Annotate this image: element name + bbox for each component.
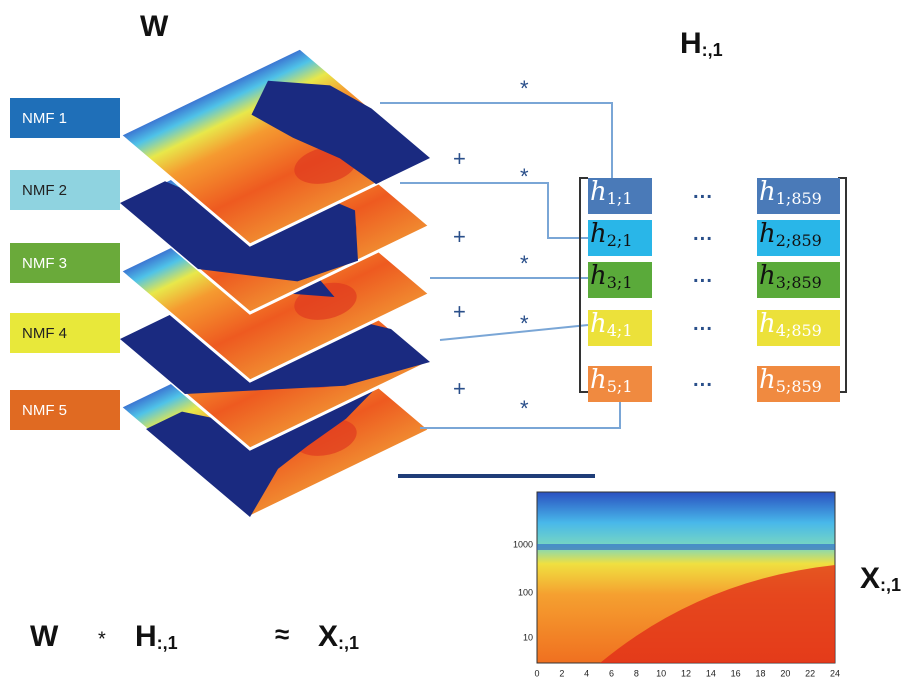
nmf-label: NMF 3 <box>22 255 67 272</box>
h-entry-main: h <box>590 261 607 291</box>
formula-approx: ≈ <box>275 619 289 649</box>
x-title: X:,1 <box>860 562 901 595</box>
h-entry-main: h <box>759 219 776 249</box>
h-entry-sub: 4;859 <box>776 321 822 340</box>
heatmap-band <box>537 544 835 550</box>
h-entry-sub: 4;1 <box>607 321 633 340</box>
formula-w: W <box>30 620 59 653</box>
h-entry-sub: 2;1 <box>607 231 633 250</box>
nmf-label: NMF 4 <box>22 325 67 342</box>
x-tick-label: 8 <box>634 668 639 678</box>
connector <box>440 325 588 340</box>
x-tick-label: 4 <box>584 668 589 678</box>
h-entry-main: h <box>590 219 607 249</box>
h-title: H:,1 <box>680 27 723 60</box>
ellipsis: ··· <box>693 228 713 250</box>
formula-op: * <box>98 628 106 650</box>
formula-x-sub: :,1 <box>338 633 359 653</box>
h-entry-main: h <box>759 177 776 207</box>
formula-x: X:,1 <box>318 620 359 653</box>
multiply-sign: * <box>520 76 529 101</box>
nmf-label: NMF 2 <box>22 182 67 199</box>
y-tick-label: 100 <box>518 587 533 597</box>
multiply-sign: * <box>520 164 529 189</box>
plus-sign: + <box>453 146 466 171</box>
x-tick-label: 16 <box>731 668 741 678</box>
h-entry-sub: 5;859 <box>776 377 822 396</box>
connector <box>400 183 588 238</box>
y-tick-label: 10 <box>523 632 533 642</box>
x-tick-label: 2 <box>559 668 564 678</box>
plus-sign: + <box>453 376 466 401</box>
x-tick-label: 24 <box>830 668 840 678</box>
nmf-label: NMF 1 <box>22 110 67 127</box>
formula-h-main: H <box>135 620 157 653</box>
w-title: W <box>140 10 169 43</box>
bracket-left <box>580 178 588 392</box>
multiply-sign: * <box>520 311 529 336</box>
h-title-sub: :,1 <box>702 40 723 60</box>
x-tick-label: 12 <box>681 668 691 678</box>
formula-x-main: X <box>318 620 338 653</box>
ellipsis: ··· <box>693 374 713 396</box>
multiply-sign: * <box>520 396 529 421</box>
plus-sign: + <box>453 299 466 324</box>
diagram: NMF 1NMF 2NMF 3NMF 4NMF 5*****++++h1;1··… <box>0 0 917 682</box>
ellipsis: ··· <box>693 270 713 292</box>
h-entry-main: h <box>759 261 776 291</box>
x-title-sub: :,1 <box>880 575 901 595</box>
h-entry-sub: 2;859 <box>776 231 822 250</box>
h-title-main: H <box>680 27 702 60</box>
x-tick-label: 10 <box>656 668 666 678</box>
multiply-sign: * <box>520 251 529 276</box>
h-entry-sub: 1;1 <box>607 189 633 208</box>
h-entry-main: h <box>590 309 607 339</box>
x-tick-label: 0 <box>534 668 539 678</box>
x-tick-label: 6 <box>609 668 614 678</box>
x-tick-label: 14 <box>706 668 716 678</box>
formula-h: H:,1 <box>135 620 178 653</box>
h-entry-sub: 3;859 <box>776 273 822 292</box>
h-entry-main: h <box>759 365 776 395</box>
h-entry-main: h <box>759 309 776 339</box>
nmf-label: NMF 5 <box>22 402 67 419</box>
x-tick-label: 20 <box>780 668 790 678</box>
h-entry-main: h <box>590 177 607 207</box>
h-entry-sub: 1;859 <box>776 189 822 208</box>
ellipsis: ··· <box>693 318 713 340</box>
plus-sign: + <box>453 224 466 249</box>
y-tick-label: 1000 <box>513 539 533 549</box>
x-title-main: X <box>860 562 880 595</box>
x-tick-label: 18 <box>755 668 765 678</box>
x-tick-label: 22 <box>805 668 815 678</box>
h-entry-main: h <box>590 365 607 395</box>
ellipsis: ··· <box>693 186 713 208</box>
formula-h-sub: :,1 <box>157 633 178 653</box>
h-entry-sub: 3;1 <box>607 273 633 292</box>
h-entry-sub: 5;1 <box>607 377 633 396</box>
